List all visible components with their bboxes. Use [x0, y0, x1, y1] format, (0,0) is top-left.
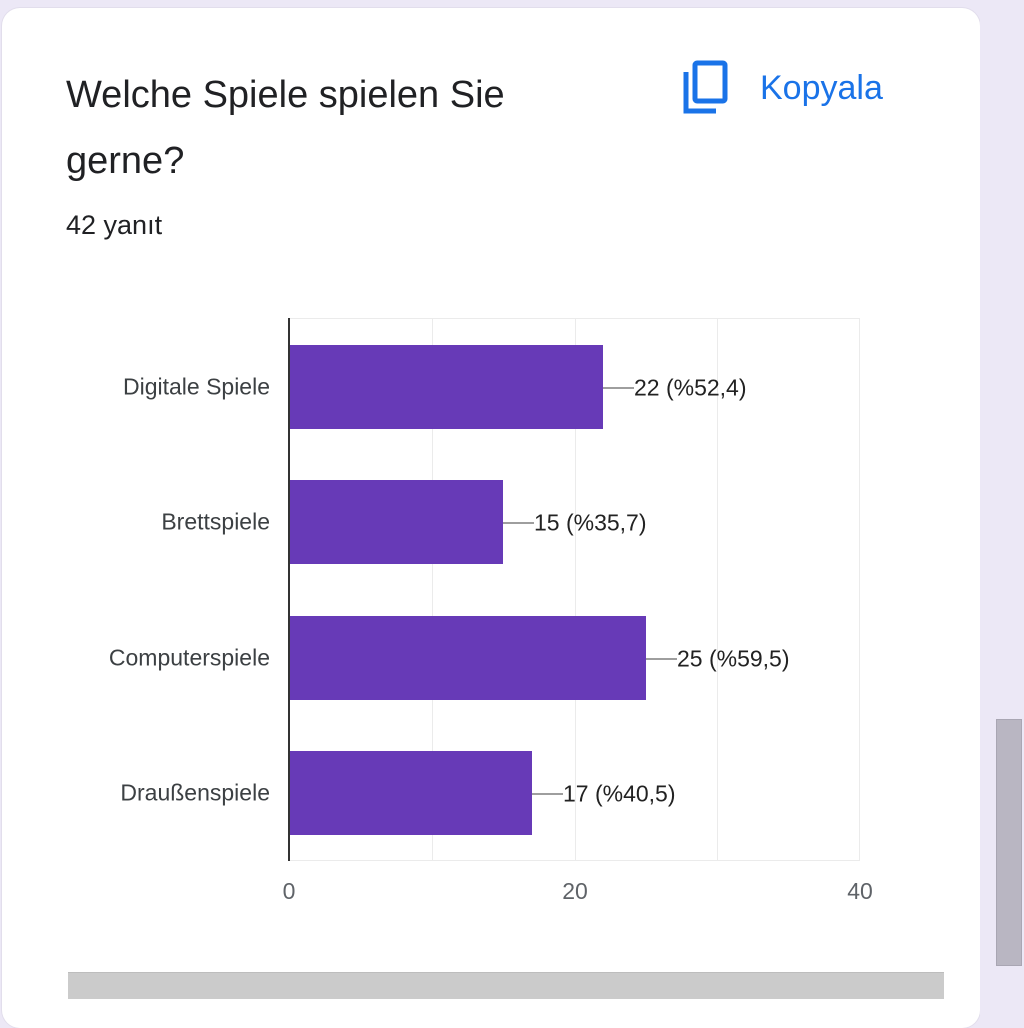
x-tick-label: 20 — [562, 878, 588, 904]
bar-computerspiele[interactable] — [290, 616, 646, 700]
copy-button-label: Kopyala — [760, 68, 883, 107]
category-label: Brettspiele — [161, 508, 270, 535]
bar-digitale-spiele[interactable] — [290, 345, 603, 429]
data-label: 17 (%40,5) — [563, 780, 676, 807]
category-label: Digitale Spiele — [122, 373, 270, 400]
plot-area: 22 (%52,4) 15 (%35,7) 25 (%59,5) 17 (%40… — [288, 318, 860, 861]
response-count: 42 yanıt — [66, 210, 163, 240]
leader-line — [646, 658, 677, 660]
gridline — [717, 318, 718, 861]
x-tick-label: 0 — [282, 878, 296, 904]
leader-line — [532, 793, 563, 795]
leader-line — [503, 522, 534, 524]
gridline — [575, 318, 576, 861]
gridline — [859, 318, 860, 861]
category-label: Computerspiele — [108, 644, 270, 671]
gridline — [432, 318, 433, 861]
scrollbar-thumb[interactable] — [996, 719, 1022, 966]
bar-brettspiele[interactable] — [290, 480, 503, 564]
data-label: 25 (%59,5) — [677, 645, 790, 672]
category-label: Draußenspiele — [120, 779, 270, 806]
data-label: 22 (%52,4) — [634, 374, 747, 401]
gridline — [289, 318, 860, 319]
bar-draussenspiele[interactable] — [290, 751, 532, 835]
x-tick-label: 40 — [847, 878, 873, 904]
leader-line — [603, 387, 634, 389]
data-label: 15 (%35,7) — [534, 509, 647, 536]
copy-button[interactable]: Kopyala — [682, 60, 883, 116]
next-card-edge — [68, 972, 944, 999]
copy-icon — [682, 60, 730, 116]
question-title: Welche Spiele spielen Sie gerne? — [66, 74, 505, 182]
gridline — [289, 860, 860, 861]
y-axis-line — [288, 318, 290, 861]
